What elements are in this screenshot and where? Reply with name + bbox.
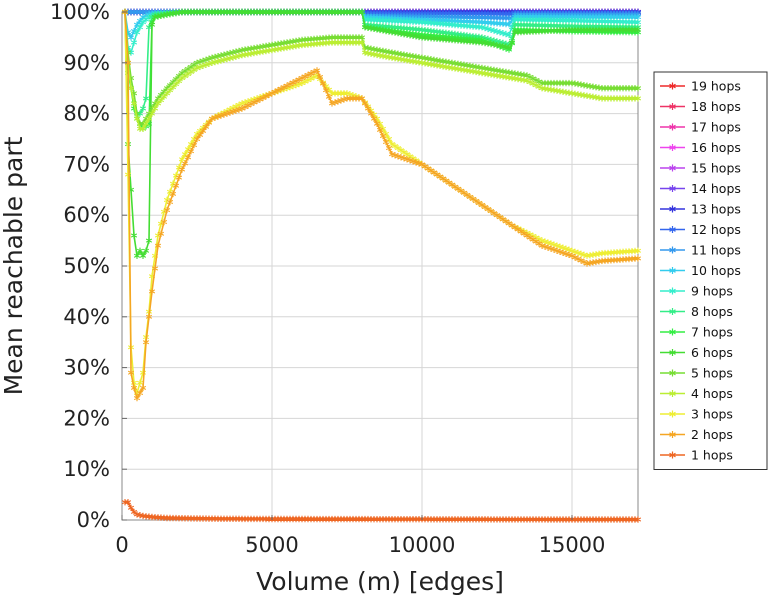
legend-label: 6 hops: [691, 345, 733, 360]
legend-label: 7 hops: [691, 325, 733, 340]
legend-label: 13 hops: [691, 202, 741, 217]
legend-marker: [669, 431, 676, 438]
x-axis-ticks: 0 5000 10000 15000: [115, 515, 605, 557]
legend-entry: 9 hops: [660, 284, 733, 299]
legend-marker: [669, 226, 676, 233]
y-tick-label: 70%: [63, 152, 110, 176]
legend-label: 3 hops: [691, 407, 733, 422]
legend-marker: [669, 185, 676, 192]
legend-marker: [669, 349, 676, 356]
legend-entry: 3 hops: [660, 407, 733, 422]
legend-label: 18 hops: [691, 99, 741, 114]
series-4-hops: [121, 8, 642, 132]
legend-entry: 1 hops: [660, 448, 733, 463]
series-1-hops: [121, 499, 642, 523]
legend-entry: 8 hops: [660, 304, 733, 319]
y-tick-label: 80%: [63, 102, 110, 126]
series-5-hops: [121, 8, 642, 127]
y-axis-ticks: 0% 10% 20% 30% 40% 50% 60% 70% 80% 90% 100%: [50, 0, 127, 532]
legend-marker: [669, 267, 676, 274]
legend-label: 16 hops: [691, 140, 741, 155]
legend-entry: 19 hops: [660, 79, 741, 94]
y-tick-label: 90%: [63, 51, 110, 75]
legend-marker: [669, 369, 676, 377]
legend-entry: 16 hops: [660, 140, 741, 155]
legend-marker: [669, 246, 676, 254]
series-2-hops: [121, 8, 642, 402]
y-tick-label: 60%: [63, 203, 110, 227]
legend-marker: [669, 308, 676, 315]
y-tick-label: 0%: [77, 508, 110, 532]
y-tick-label: 50%: [63, 254, 110, 278]
legend-entry: 15 hops: [660, 161, 741, 176]
legend-label: 1 hops: [691, 448, 733, 463]
y-tick-label: 30%: [63, 356, 110, 380]
y-tick-label: 10%: [63, 457, 110, 481]
x-tick-label: 0: [115, 533, 128, 557]
legend-label: 10 hops: [691, 263, 741, 278]
legend-marker: [669, 82, 676, 90]
legend-entry: 12 hops: [660, 222, 741, 237]
legend-label: 5 hops: [691, 366, 733, 381]
legend-label: 2 hops: [691, 427, 733, 442]
series-6-hops: [121, 8, 642, 259]
series-markers: [121, 499, 642, 523]
legend-marker: [669, 390, 676, 397]
legend-label: 15 hops: [691, 161, 741, 176]
legend-marker: [669, 287, 676, 295]
legend-marker: [669, 103, 676, 110]
series-lines: [121, 8, 642, 523]
x-tick-label: 15000: [539, 533, 606, 557]
y-tick-label: 100%: [50, 0, 110, 24]
legend-label: 8 hops: [691, 304, 733, 319]
legend-entry: 7 hops: [660, 325, 733, 340]
legend-entry: 2 hops: [660, 427, 733, 442]
legend-label: 14 hops: [691, 181, 741, 196]
legend-marker: [669, 144, 676, 151]
legend-label: 4 hops: [691, 386, 733, 401]
legend-entry: 6 hops: [660, 345, 733, 360]
y-tick-label: 20%: [63, 406, 110, 430]
x-axis-title: Volume (m) [edges]: [256, 567, 504, 596]
legend-marker: [669, 328, 676, 336]
legend-label: 9 hops: [691, 284, 733, 299]
legend-marker: [669, 164, 676, 172]
legend-entry: 14 hops: [660, 181, 741, 196]
series-line: [124, 11, 639, 401]
legend-entry: 4 hops: [660, 386, 733, 401]
legend-entry: 11 hops: [660, 243, 741, 258]
grid: [121, 11, 638, 521]
x-tick-label: 10000: [389, 533, 456, 557]
legend-marker: [669, 451, 676, 459]
y-tick-label: 40%: [63, 305, 110, 329]
legend-marker: [669, 123, 676, 131]
legend-marker: [669, 410, 676, 418]
legend-label: 19 hops: [691, 79, 741, 94]
legend: 19 hops 18 hops 17 hops 16 hops 15 hops 14 ho…: [653, 71, 768, 470]
legend-label: 11 hops: [691, 243, 741, 258]
series-line: [124, 11, 639, 396]
legend-label: 17 hops: [691, 120, 741, 135]
legend-entry: 18 hops: [660, 99, 741, 114]
legend-marker: [669, 205, 676, 213]
legend-entry: 5 hops: [660, 366, 733, 381]
legend-entry: 17 hops: [660, 120, 741, 135]
x-tick-label: 5000: [245, 533, 298, 557]
legend-label: 12 hops: [691, 222, 741, 237]
legend-entry: 10 hops: [660, 263, 741, 278]
legend-entry: 13 hops: [660, 202, 741, 217]
y-axis-title: Mean reachable part: [0, 136, 28, 395]
